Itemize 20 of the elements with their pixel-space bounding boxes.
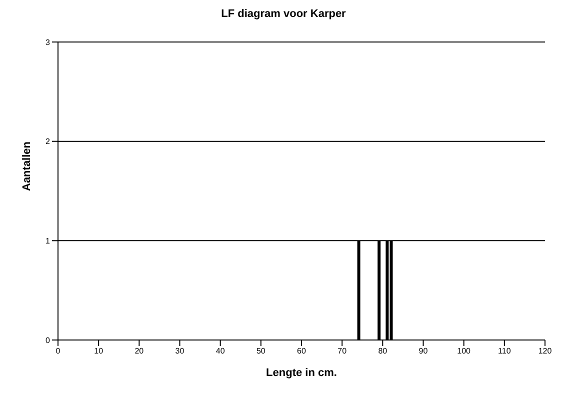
x-tick-label: 100: [457, 346, 472, 356]
x-tick-label: 30: [175, 346, 185, 356]
y-axis-title: Aantallen: [20, 141, 33, 191]
chart-title: LF diagram voor Karper: [220, 8, 347, 20]
x-tick-label: 50: [256, 346, 266, 356]
y-tick-label: 3: [46, 38, 51, 47]
y-tick-label: 0: [46, 336, 51, 345]
x-tick-label: 60: [297, 346, 306, 356]
x-tick-label: 90: [418, 346, 428, 356]
x-tick-label: 20: [134, 346, 144, 356]
x-tick-label: 110: [498, 346, 512, 356]
y-tick-label: 2: [46, 137, 51, 146]
x-tick-label: 120: [538, 346, 552, 356]
x-tick-label: 10: [94, 346, 104, 356]
x-tick-label: 40: [216, 346, 226, 356]
y-tick-label: 1: [46, 236, 51, 246]
x-tick-label: 70: [338, 346, 348, 356]
x-tick-label: 0: [56, 346, 61, 356]
x-axis-title: Lengte in cm.: [266, 367, 337, 379]
x-tick-label: 80: [378, 346, 388, 356]
